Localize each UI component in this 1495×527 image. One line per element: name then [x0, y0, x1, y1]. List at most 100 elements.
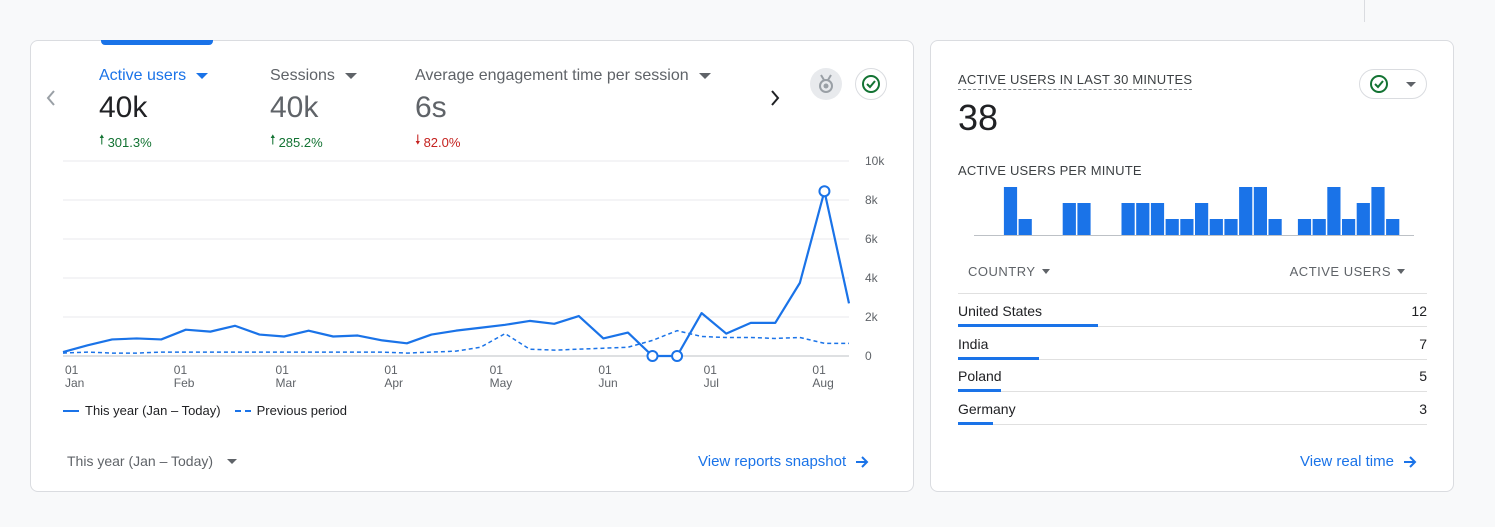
- metric-sessions[interactable]: Sessions 40k 🠕 285.2%: [270, 67, 357, 153]
- per-minute-bar-chart: [974, 187, 1414, 236]
- chevron-right-icon[interactable]: [767, 87, 783, 109]
- table-row[interactable]: India 7: [958, 327, 1427, 360]
- x-tick-day: 01: [490, 363, 504, 377]
- metric-label[interactable]: Active users: [99, 67, 209, 85]
- country-name: Germany: [958, 400, 1016, 417]
- country-share-bar: [958, 389, 1002, 392]
- per-minute-bar[interactable]: [1165, 219, 1179, 235]
- x-tick-day: 01: [598, 363, 612, 377]
- arrow-up-icon: 🠕: [270, 132, 276, 147]
- realtime-title[interactable]: ACTIVE USERS IN LAST 30 MINUTES: [958, 72, 1193, 90]
- per-minute-bar[interactable]: [1209, 219, 1223, 235]
- medal-icon[interactable]: [810, 68, 842, 100]
- caret-down-icon: [344, 73, 357, 79]
- x-tick-month: Feb: [174, 376, 195, 390]
- x-tick-day: 01: [812, 363, 826, 377]
- metric-value: 6s: [415, 91, 447, 124]
- per-minute-bar[interactable]: [1062, 203, 1076, 235]
- legend-swatch-dashed: [234, 409, 251, 412]
- selected-tab-indicator: [101, 40, 213, 45]
- x-tick-month: Jan: [65, 376, 84, 390]
- country-share-bar: [958, 421, 993, 425]
- link-label: View real time: [1300, 453, 1394, 470]
- reports-summary-card: Active users 40k 🠕 301.3% Sessions 40k 🠕 2…: [30, 40, 914, 492]
- metric-change: 🠗 82.0%: [415, 131, 711, 153]
- metric-value: 40k: [99, 91, 148, 124]
- country-share-bar: [958, 324, 1098, 327]
- arrow-right-icon: [1403, 455, 1417, 468]
- per-minute-bar[interactable]: [1003, 187, 1018, 235]
- y-tick-label: 4k: [865, 271, 879, 285]
- check-circle-icon[interactable]: [855, 68, 887, 100]
- per-minute-bar[interactable]: [1136, 203, 1150, 235]
- per-minute-bar[interactable]: [1018, 219, 1032, 235]
- data-point-marker[interactable]: [671, 350, 684, 362]
- line-chart: 02k4k6k8k10k01Jan01Feb01Mar01Apr01May01J…: [62, 154, 885, 390]
- per-minute-bar[interactable]: [1253, 187, 1267, 235]
- table-row[interactable]: Poland 5: [958, 359, 1427, 392]
- per-minute-bar[interactable]: [1239, 187, 1253, 235]
- arrow-down-icon: 🠗: [415, 132, 421, 147]
- column-header-active-users[interactable]: ACTIVE USERS: [1290, 264, 1405, 279]
- country-active-users: 7: [1419, 335, 1427, 352]
- legend-previous: Previous period: [256, 403, 347, 418]
- x-tick-day: 01: [276, 363, 290, 377]
- caret-down-icon: [698, 73, 711, 79]
- arrow-up-icon: 🠕: [99, 132, 105, 147]
- country-share-bar: [958, 356, 1040, 360]
- view-real-time-link[interactable]: View real time: [1300, 453, 1418, 470]
- x-tick-day: 01: [384, 363, 398, 377]
- per-minute-bar[interactable]: [1386, 219, 1400, 235]
- data-point-marker[interactable]: [818, 185, 831, 198]
- table-row[interactable]: United States 12: [958, 294, 1427, 327]
- series-previous-period: [62, 329, 849, 354]
- per-minute-bar[interactable]: [1195, 203, 1209, 235]
- x-tick-month: May: [490, 376, 513, 390]
- y-tick-label: 0: [865, 349, 872, 363]
- per-minute-bar[interactable]: [1312, 219, 1326, 235]
- y-tick-label: 10k: [865, 154, 885, 168]
- realtime-card: ACTIVE USERS IN LAST 30 MINUTES 38 ACTIV…: [930, 40, 1454, 492]
- metric-active-users[interactable]: Active users 40k 🠕 301.3%: [99, 67, 209, 153]
- caret-down-icon: [227, 458, 238, 464]
- metric-value: 40k: [270, 91, 319, 124]
- metric-label[interactable]: Average engagement time per session: [415, 67, 711, 85]
- per-minute-bar[interactable]: [1268, 219, 1282, 235]
- check-circle-icon: [1370, 75, 1388, 93]
- metric-change: 🠕 301.3%: [99, 131, 208, 153]
- caret-down-icon: [1041, 269, 1050, 274]
- realtime-check-dropdown[interactable]: [1359, 69, 1427, 99]
- per-minute-bar[interactable]: [1327, 187, 1341, 235]
- y-tick-label: 6k: [865, 232, 879, 246]
- y-tick-label: 8k: [865, 193, 879, 207]
- country-name: India: [958, 335, 989, 352]
- toolbar-divider: [1364, 0, 1365, 22]
- y-tick-label: 2k: [865, 310, 879, 324]
- per-minute-bar[interactable]: [1077, 203, 1091, 235]
- per-minute-bar[interactable]: [1224, 219, 1238, 235]
- link-label: View reports snapshot: [698, 453, 847, 470]
- per-minute-bar[interactable]: [1180, 219, 1194, 235]
- country-name: Poland: [958, 368, 1002, 384]
- per-minute-bar[interactable]: [1371, 187, 1385, 235]
- metric-label[interactable]: Sessions: [270, 67, 357, 85]
- per-minute-bar[interactable]: [1356, 203, 1370, 235]
- metric-avg-engagement[interactable]: Average engagement time per session 6s 🠗…: [415, 67, 711, 153]
- country-active-users: 12: [1411, 303, 1427, 319]
- per-minute-bar[interactable]: [1342, 219, 1356, 235]
- per-minute-title: ACTIVE USERS PER MINUTE: [958, 163, 1142, 178]
- view-reports-snapshot-link[interactable]: View reports snapshot: [698, 453, 870, 470]
- date-range-label: This year (Jan – Today): [67, 453, 214, 469]
- country-active-users: 3: [1419, 400, 1427, 417]
- table-row[interactable]: Germany 3: [958, 392, 1427, 425]
- chevron-left-icon[interactable]: [43, 87, 59, 109]
- date-range-select[interactable]: This year (Jan – Today): [67, 453, 238, 469]
- column-header-country[interactable]: COUNTRY: [968, 264, 1050, 279]
- country-active-users: 5: [1419, 368, 1427, 384]
- realtime-count: 38: [958, 97, 999, 138]
- per-minute-bar[interactable]: [1150, 203, 1165, 235]
- x-tick-month: Apr: [384, 376, 403, 390]
- data-point-marker[interactable]: [646, 350, 659, 362]
- per-minute-bar[interactable]: [1121, 203, 1135, 235]
- per-minute-bar[interactable]: [1297, 219, 1312, 235]
